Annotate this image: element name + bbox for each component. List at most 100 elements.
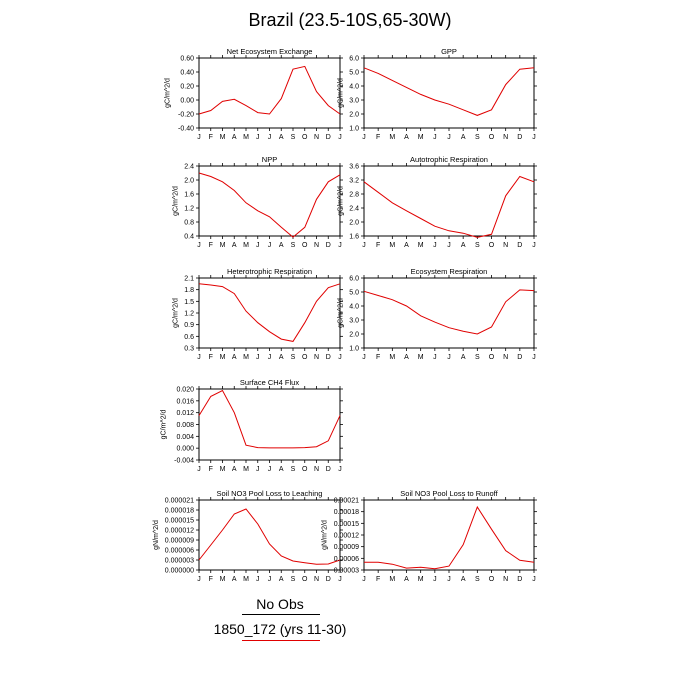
y-tick-label: 0.4 xyxy=(184,234,194,241)
y-tick-label: 3.6 xyxy=(349,164,359,171)
y-tick-label: 5.0 xyxy=(349,70,359,77)
x-tick-label: M xyxy=(220,576,226,583)
x-tick-label: A xyxy=(279,242,284,249)
y-tick-label: 2.1 xyxy=(184,276,194,283)
legend-case-label: 1850_172 (yrs 11-30) xyxy=(213,621,347,637)
y-tick-label: 2.0 xyxy=(349,332,359,339)
y-tick-label: 2.4 xyxy=(349,206,359,213)
x-tick-label: A xyxy=(279,134,284,141)
x-tick-label: N xyxy=(503,134,508,141)
series-line xyxy=(198,508,341,565)
x-tick-label: F xyxy=(209,466,213,473)
x-tick-label: J xyxy=(338,354,342,361)
x-tick-label: A xyxy=(461,354,466,361)
chart-title: Soil NO3 Pool Loss to Runoff xyxy=(400,489,498,498)
x-tick-label: S xyxy=(475,576,480,583)
x-tick-label: D xyxy=(326,576,331,583)
x-tick-label: M xyxy=(418,242,424,249)
x-tick-label: M xyxy=(389,242,395,249)
chart-title: NPP xyxy=(262,155,277,164)
y-tick-label: 1.8 xyxy=(184,287,194,294)
x-tick-label: F xyxy=(376,134,380,141)
page-title: Brazil (23.5-10S,65-30W) xyxy=(248,10,452,30)
x-tick-label: M xyxy=(220,466,226,473)
y-axis-label: gC/m^2/d xyxy=(165,78,172,108)
plot-frame xyxy=(363,277,535,349)
y-tick-label: 2.0 xyxy=(349,220,359,227)
x-tick-label: M xyxy=(389,134,395,141)
x-tick-label: S xyxy=(291,134,296,141)
x-tick-label: S xyxy=(475,242,480,249)
x-tick-label: O xyxy=(489,242,495,249)
y-tick-label: 0.00 xyxy=(180,98,194,105)
chart-title: Heterotrophic Respiration xyxy=(227,267,312,276)
x-tick-label: J xyxy=(447,134,451,141)
x-tick-label: J xyxy=(433,576,437,583)
legend-obs-label: No Obs xyxy=(256,596,304,612)
x-tick-label: D xyxy=(517,242,522,249)
plot-frame xyxy=(198,388,341,461)
x-tick-label: J xyxy=(268,242,272,249)
plot-frame xyxy=(198,277,341,349)
x-tick-label: F xyxy=(209,134,213,141)
legend-obs-line xyxy=(242,614,320,615)
y-tick-label: 0.008 xyxy=(176,422,194,429)
y-axis-label: gC/m^2/d xyxy=(172,298,179,328)
x-tick-label: D xyxy=(517,134,522,141)
x-tick-label: F xyxy=(209,576,213,583)
x-tick-label: J xyxy=(268,466,272,473)
x-tick-label: N xyxy=(314,354,319,361)
x-tick-label: J xyxy=(532,134,536,141)
x-tick-label: S xyxy=(291,354,296,361)
y-tick-label: 0.004 xyxy=(176,434,194,441)
plot-frame xyxy=(198,57,341,129)
y-tick-label: 3.0 xyxy=(349,318,359,325)
x-tick-label: M xyxy=(418,576,424,583)
x-tick-label: J xyxy=(268,576,272,583)
x-tick-label: J xyxy=(338,466,342,473)
y-tick-label: 4.0 xyxy=(349,304,359,311)
y-tick-label: 1.0 xyxy=(349,126,359,133)
x-tick-label: M xyxy=(220,242,226,249)
x-tick-label: M xyxy=(418,134,424,141)
x-tick-label: J xyxy=(338,134,342,141)
x-tick-label: J xyxy=(256,466,260,473)
x-tick-label: M xyxy=(418,354,424,361)
x-tick-label: J xyxy=(268,134,272,141)
x-tick-label: S xyxy=(475,354,480,361)
x-tick-label: A xyxy=(232,242,237,249)
x-tick-label: A xyxy=(232,576,237,583)
x-tick-label: J xyxy=(447,354,451,361)
x-tick-label: J xyxy=(268,354,272,361)
y-axis-label: gC/m^2/d xyxy=(337,298,344,328)
y-tick-label: 0.20 xyxy=(180,84,194,91)
x-tick-label: M xyxy=(389,576,395,583)
x-tick-label: O xyxy=(302,134,308,141)
y-axis-label: gC/m^2/d xyxy=(337,186,344,216)
y-axis-label: gC/m^2/d xyxy=(172,186,179,216)
chart-title: Net Ecosystem Exchange xyxy=(227,47,313,56)
chart-panel-5: Heterotrophic Respiration 0.3 0.6 0.9 1.2 1.5… xyxy=(172,267,343,361)
x-tick-label: M xyxy=(220,354,226,361)
x-tick-label: A xyxy=(232,466,237,473)
x-tick-label: J xyxy=(532,354,536,361)
x-tick-label: D xyxy=(326,242,331,249)
chart-panel-1: Net Ecosystem Exchange -0.40 -0.20 0.00 0.20… xyxy=(165,47,343,141)
x-tick-label: J xyxy=(197,576,201,583)
legend-case-line xyxy=(242,640,320,641)
plot-frame xyxy=(198,499,341,571)
x-tick-label: N xyxy=(314,134,319,141)
plot-frame xyxy=(363,499,535,571)
y-tick-label: 0.3 xyxy=(184,346,194,353)
y-tick-label: 0.000009 xyxy=(165,538,194,545)
x-tick-label: J xyxy=(256,242,260,249)
y-tick-label: 0.000012 xyxy=(165,528,194,535)
y-tick-label: -0.40 xyxy=(178,126,194,133)
x-tick-label: O xyxy=(302,576,308,583)
chart-title: Ecosystem Respiration xyxy=(411,267,488,276)
x-tick-label: O xyxy=(302,242,308,249)
chart-title: Soil NO3 Pool Loss to Leaching xyxy=(217,489,323,498)
y-tick-label: 2.4 xyxy=(184,164,194,171)
x-tick-label: D xyxy=(326,134,331,141)
x-tick-label: A xyxy=(404,354,409,361)
